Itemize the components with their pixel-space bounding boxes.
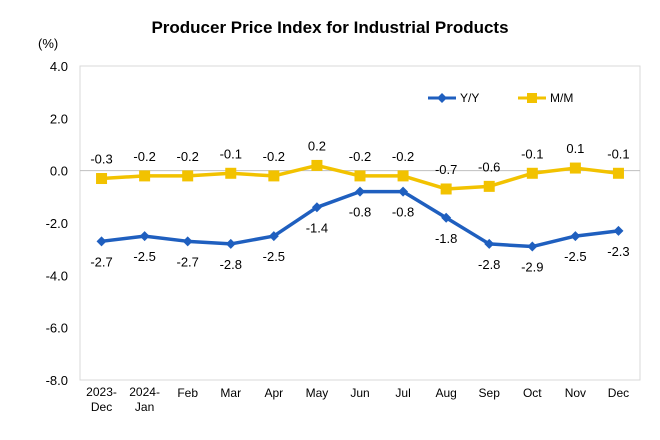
x-tick-label: Feb — [177, 386, 198, 400]
yy-point — [182, 236, 193, 247]
chart-title: Producer Price Index for Industrial Prod… — [151, 18, 509, 37]
x-tick-label: 2024-Jan — [129, 385, 160, 414]
y-tick-label: 0.0 — [50, 164, 68, 179]
x-tick-label: Jun — [350, 386, 369, 400]
legend-label: Y/Y — [460, 91, 479, 105]
mm-point — [182, 170, 194, 182]
mm-point — [397, 170, 409, 182]
x-tick-label: Jul — [395, 386, 410, 400]
yy-data-label: -2.5 — [133, 249, 155, 264]
yy-point — [398, 186, 409, 197]
x-tick-label: Dec — [608, 386, 629, 400]
yy-data-label: -2.8 — [478, 257, 500, 272]
yy-point — [527, 241, 538, 252]
mm-point — [440, 183, 452, 195]
mm-point — [526, 167, 538, 179]
yy-data-label: -0.8 — [392, 205, 414, 220]
mm-data-label: -0.1 — [521, 146, 543, 161]
yy-data-label: -1.8 — [435, 231, 457, 246]
mm-data-label: -0.1 — [607, 146, 629, 161]
y-tick-label: -6.0 — [46, 321, 68, 336]
yy-data-label: -2.8 — [220, 257, 242, 272]
y-tick-label: 4.0 — [50, 59, 68, 74]
legend-marker-diamond — [437, 93, 447, 103]
plot-frame — [79, 65, 641, 381]
yy-point — [484, 238, 495, 249]
x-tick-label: Oct — [523, 386, 542, 400]
yy-data-label: -1.4 — [306, 220, 328, 235]
mm-data-label: -0.3 — [90, 152, 112, 167]
yy-point — [311, 202, 322, 213]
yy-point — [613, 225, 624, 236]
mm-data-label: -0.2 — [176, 149, 198, 164]
yy-data-label: -2.7 — [90, 254, 112, 269]
mm-data-label: -0.2 — [349, 149, 371, 164]
mm-data-label: -0.6 — [478, 159, 500, 174]
yy-point — [570, 231, 581, 242]
mm-data-label: 0.2 — [308, 138, 326, 153]
yy-data-label: -2.7 — [176, 254, 198, 269]
yy-data-label: -2.5 — [564, 249, 586, 264]
mm-data-label: -0.7 — [435, 162, 457, 177]
yy-point — [355, 186, 365, 197]
y-tick-label: -4.0 — [46, 268, 68, 283]
yy-data-label: -2.9 — [521, 260, 543, 275]
y-tick-label: -8.0 — [46, 373, 68, 388]
x-tick-label: May — [306, 386, 329, 400]
mm-point — [311, 159, 323, 171]
yy-data-label: -2.3 — [607, 244, 629, 259]
yy-point — [268, 231, 279, 242]
mm-point — [225, 167, 237, 179]
x-tick-label: Aug — [435, 386, 456, 400]
legend-marker-square — [527, 93, 537, 103]
mm-data-label: -0.2 — [392, 149, 414, 164]
mm-point — [268, 170, 280, 182]
mm-point — [612, 167, 624, 179]
yy-point — [96, 236, 107, 247]
yy-data-label: -2.5 — [263, 249, 285, 264]
yy-data-label: -0.8 — [349, 205, 371, 220]
mm-data-label: -0.2 — [263, 149, 285, 164]
x-tick-label: Nov — [565, 386, 586, 400]
x-tick-label: Sep — [479, 386, 501, 400]
y-tick-label: -2.0 — [46, 216, 68, 231]
mm-point — [569, 162, 581, 174]
x-tick-label: Apr — [265, 386, 284, 400]
mm-data-label: -0.1 — [220, 146, 242, 161]
y-axis-unit: (%) — [38, 36, 59, 51]
mm-data-label: -0.2 — [133, 149, 155, 164]
mm-point — [96, 173, 108, 185]
yy-point — [225, 238, 236, 249]
mm-point — [139, 170, 151, 182]
mm-point — [354, 170, 366, 182]
x-tick-label: 2023-Dec — [86, 385, 117, 414]
yy-point — [441, 212, 452, 223]
yy-point — [139, 231, 150, 242]
mm-point — [483, 180, 495, 192]
legend-label: M/M — [550, 91, 573, 105]
mm-data-label: 0.1 — [566, 141, 584, 156]
x-tick-label: Mar — [220, 386, 241, 400]
y-tick-label: 2.0 — [50, 111, 68, 126]
